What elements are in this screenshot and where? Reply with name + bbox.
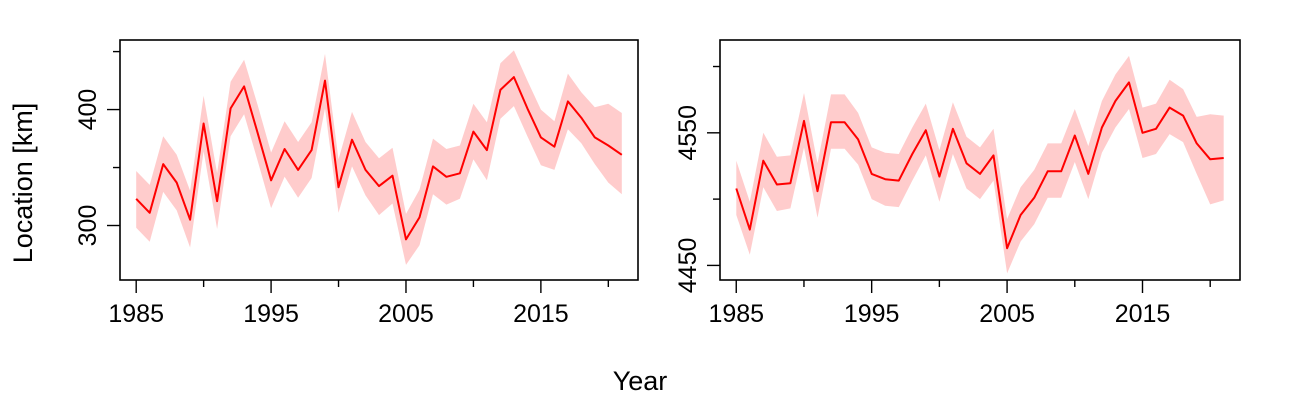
right-x-tick-label: 2005 [979, 300, 1035, 328]
right-x-tick-label: 1985 [708, 300, 764, 328]
left-confidence-band [136, 50, 622, 265]
right-confidence-band [736, 55, 1224, 274]
right-series-line [735, 81, 1224, 250]
left-y-tick-label: 300 [74, 205, 102, 247]
right-y-tick-label: 4450 [674, 238, 702, 294]
figure-xlabel: Year [613, 366, 668, 396]
left-y-tick-label: 400 [74, 89, 102, 131]
left-series-line [135, 76, 623, 241]
left-x-tick-label: 2015 [513, 300, 569, 328]
left-plot-frame [119, 39, 639, 281]
right-panel: 1985 1995 2005 2015 4450 4550 [674, 39, 1241, 328]
figure-ylabel: Location [km] [8, 103, 38, 264]
left-x-tick-label: 2005 [378, 300, 434, 328]
left-x-tick-label: 1995 [243, 300, 299, 328]
left-panel: 1985 1995 2005 2015 300 400 [74, 39, 639, 328]
right-x-tick-label: 1995 [844, 300, 900, 328]
left-x-tick-label: 1985 [108, 300, 164, 328]
right-y-tick-label: 4550 [674, 105, 702, 161]
right-x-tick-label: 2015 [1115, 300, 1171, 328]
right-plot-frame [719, 39, 1241, 281]
